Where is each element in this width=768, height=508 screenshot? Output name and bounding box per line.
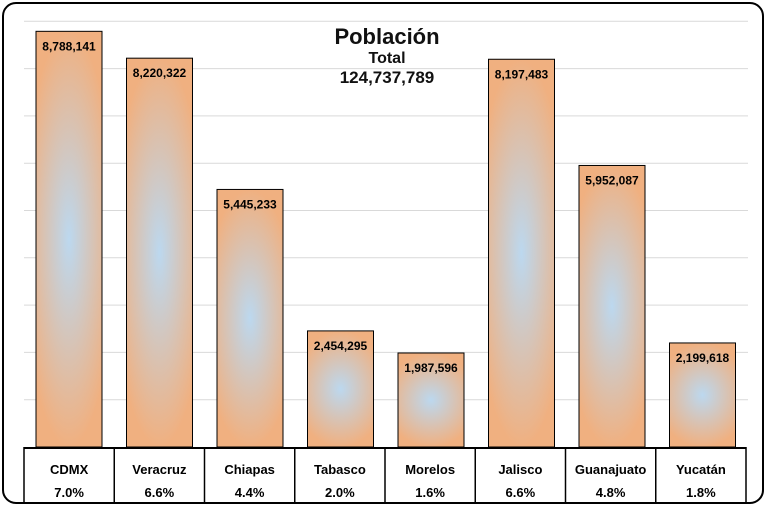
- value-labels-group: 8,788,141 8,220,322 5,445,233 2,454,295 1,98…: [42, 39, 729, 375]
- value-label: 1,987,596: [404, 361, 458, 375]
- percentage-label: 4.4%: [235, 485, 265, 500]
- bar-jalisco: [488, 58, 555, 448]
- bar-cdmx: [35, 30, 103, 448]
- value-label: 5,445,233: [223, 197, 277, 211]
- category-label: Tabasco: [314, 462, 366, 477]
- category-label: Veracruz: [132, 462, 187, 477]
- value-label: 5,952,087: [585, 173, 639, 187]
- percentage-label: 6.6%: [506, 485, 536, 500]
- chart-title-block: Población Total 124,737,789: [287, 24, 487, 88]
- percentage-label: 6.6%: [145, 485, 175, 500]
- chart-total: 124,737,789: [339, 68, 435, 87]
- percentage-label: 4.8%: [596, 485, 626, 500]
- bar-guanajuato: [578, 164, 646, 448]
- value-label: 2,199,618: [676, 351, 730, 365]
- category-label: Chiapas: [224, 462, 275, 477]
- category-label: Jalisco: [498, 462, 542, 477]
- value-label: 8,197,483: [495, 67, 549, 81]
- value-label: 2,454,295: [314, 339, 368, 353]
- bars-group: [35, 30, 736, 448]
- value-label: 8,788,141: [42, 39, 96, 53]
- population-bar-chart: 8,788,141 8,220,322 5,445,233 2,454,295 1,98…: [23, 20, 748, 502]
- percentage-label: 7.0%: [54, 485, 84, 500]
- percentage-label: 1.6%: [415, 485, 445, 500]
- percentage-label: 2.0%: [325, 485, 355, 500]
- category-label: Yucatán: [676, 462, 726, 477]
- value-label: 8,220,322: [133, 66, 187, 80]
- chart-title: Población: [334, 24, 440, 49]
- category-table: CDMX 7.0% Veracruz 6.6% Chiapas 4.4% Tabasco 2.…: [23, 447, 747, 502]
- bar-chiapas: [216, 188, 284, 448]
- bar-yucatán: [669, 342, 736, 448]
- category-label: CDMX: [50, 462, 89, 477]
- chart-subtitle: Total: [368, 50, 406, 67]
- category-label: Guanajuato: [575, 462, 647, 477]
- bar-veracruz: [126, 57, 193, 448]
- percentage-label: 1.8%: [686, 485, 716, 500]
- category-label: Morelos: [405, 462, 455, 477]
